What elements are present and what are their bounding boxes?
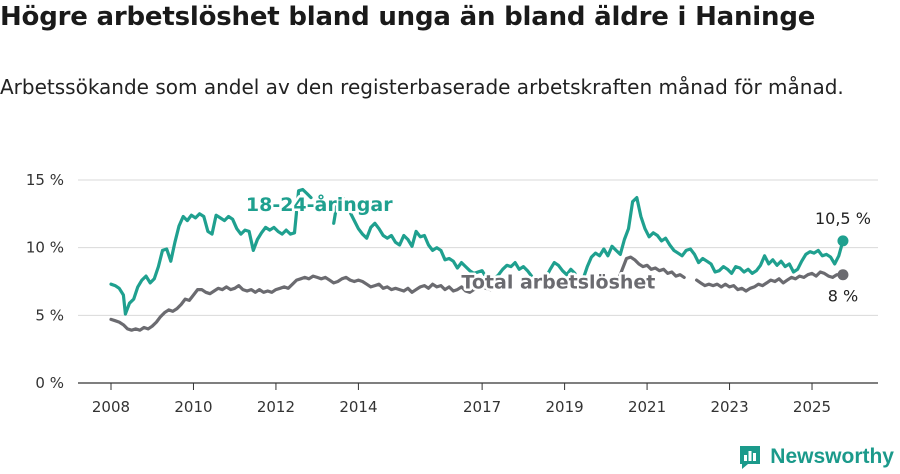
series-name-label: Total arbetslöshet xyxy=(461,271,655,293)
x-tick-label: 2010 xyxy=(174,398,212,416)
x-tick-label: 2014 xyxy=(339,398,377,416)
x-tick-label: 2019 xyxy=(546,398,584,416)
series-line-1 xyxy=(109,274,492,332)
bar-chart-icon xyxy=(738,444,762,470)
series-line-0 xyxy=(544,261,577,279)
series-label-halo: Total arbetslöshet xyxy=(461,271,655,293)
series-end-label: 10,5 % xyxy=(815,209,871,228)
y-tick-label: 0 % xyxy=(35,374,64,392)
axes: 0 % 5 % 10 % 15 % 2008 2010 2012 2014 2017 2019 20… xyxy=(26,171,831,416)
series-line-0 xyxy=(332,194,534,281)
series-labels: 10,5 %8 %18-24-åringar18-24-åringarTotal… xyxy=(243,190,871,306)
series-end-point xyxy=(837,269,849,281)
x-tick-label: 2023 xyxy=(710,398,748,416)
y-tick-label: 15 % xyxy=(26,171,64,189)
series-end-label: 8 % xyxy=(828,287,858,306)
series-line-1 xyxy=(616,255,686,282)
series-label-halo: 18-24-åringar xyxy=(246,192,393,216)
y-tick-label: 5 % xyxy=(35,306,64,324)
page-subtitle: Arbetssökande som andel av den registerb… xyxy=(0,75,844,99)
brand-logo: Newsworthy xyxy=(738,443,894,471)
grid xyxy=(78,179,878,384)
brand-name: Newsworthy xyxy=(770,445,894,468)
series-line-0 xyxy=(581,196,845,281)
series-name-label: 18-24-åringar xyxy=(246,192,393,216)
page-title: Högre arbetslöshet bland unga än bland ä… xyxy=(0,2,816,32)
x-tick-label: 2021 xyxy=(628,398,666,416)
series-line-1 xyxy=(695,270,845,293)
series-line-0 xyxy=(109,187,313,316)
series-end-point xyxy=(837,235,849,247)
x-tick-label: 2017 xyxy=(463,398,501,416)
x-tick-label: 2025 xyxy=(793,398,831,416)
x-tick-label: 2008 xyxy=(92,398,130,416)
y-tick-label: 10 % xyxy=(26,239,64,257)
x-tick-label: 2012 xyxy=(257,398,295,416)
series-lines xyxy=(109,187,849,332)
